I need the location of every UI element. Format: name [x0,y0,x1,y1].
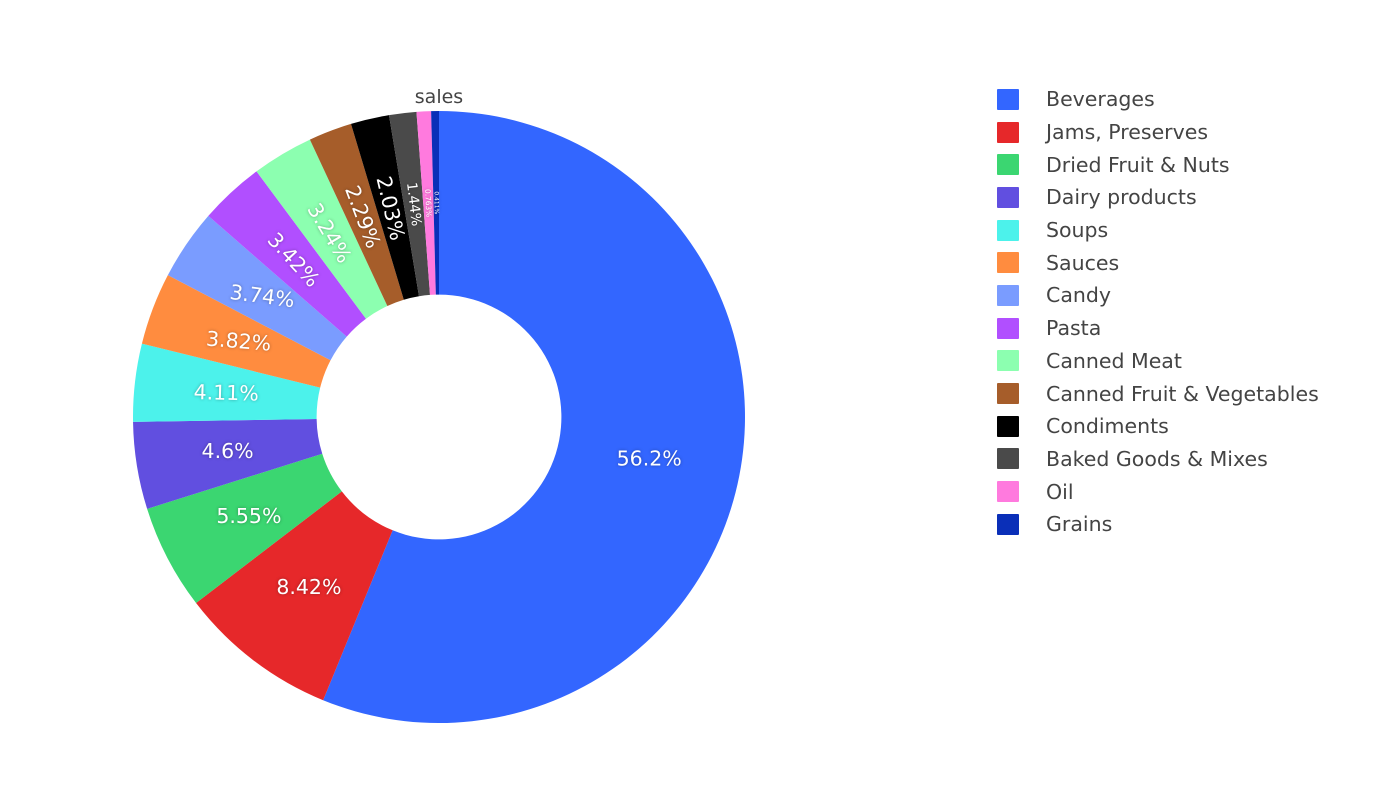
slice-label-sauces: 3.82% [205,327,272,356]
legend-item-oil[interactable]: Oil [997,475,1377,508]
legend: Beverages Jams, Preserves Dried Fruit & Nu… [997,83,1377,541]
slice-candy[interactable] [167,215,347,361]
legend-label: Pasta [1046,316,1102,341]
slice-label-dried-fruit-and-nuts: 5.55% [216,504,281,528]
legend-label: Grains [1046,512,1113,537]
legend-swatch [997,186,1019,208]
legend-swatch [997,121,1019,143]
slice-grains[interactable] [431,111,439,295]
legend-swatch [997,481,1019,503]
legend-swatch [997,252,1019,274]
legend-item-jams-preserves[interactable]: Jams, Preserves [997,116,1377,149]
legend-swatch [997,284,1019,306]
legend-label: Soups [1046,218,1109,243]
legend-item-beverages[interactable]: Beverages [997,83,1377,116]
legend-swatch [997,350,1019,372]
slice-pasta[interactable] [208,171,366,337]
legend-label: Beverages [1046,87,1155,112]
slice-jams-preserves[interactable] [196,491,393,701]
legend-label: Dairy products [1046,185,1197,210]
slice-sauces[interactable] [141,275,331,388]
slice-soups[interactable] [133,343,321,422]
legend-item-dried-fruit-and-nuts[interactable]: Dried Fruit & Nuts [997,148,1377,181]
legend-label: Oil [1046,479,1074,504]
legend-label: Candy [1046,283,1112,308]
legend-swatch [997,219,1019,241]
slice-canned-meat[interactable] [256,139,388,319]
legend-item-condiments[interactable]: Condiments [997,410,1377,443]
slice-label-dairy-products: 4.6% [202,439,254,463]
legend-swatch [997,415,1019,437]
slice-baked-goods-and-mixes[interactable] [388,111,430,297]
slice-label-beverages: 56.2% [617,446,682,470]
legend-item-canned-fruit-and-vegetables[interactable]: Canned Fruit & Vegetables [997,377,1377,410]
legend-label: Jams, Preserves [1046,120,1209,145]
legend-label: Dried Fruit & Nuts [1046,152,1230,177]
legend-item-pasta[interactable]: Pasta [997,312,1377,345]
legend-item-canned-meat[interactable]: Canned Meat [997,345,1377,378]
chart-title: sales [415,86,463,108]
slice-condiments[interactable] [351,115,419,300]
slices-group [133,111,745,723]
slice-label-oil: 0.763% [423,189,433,218]
slice-dried-fruit-and-nuts[interactable] [147,453,342,604]
legend-label: Canned Meat [1046,348,1182,373]
legend-swatch [997,383,1019,405]
slice-label-jams-preserves: 8.42% [276,575,341,599]
legend-item-grains[interactable]: Grains [997,508,1377,541]
legend-label: Baked Goods & Mixes [1046,446,1268,471]
slice-beverages[interactable] [323,111,745,723]
slice-oil[interactable] [416,111,436,295]
legend-swatch [997,154,1019,176]
legend-label: Canned Fruit & Vegetables [1046,381,1319,406]
legend-label: Condiments [1046,414,1169,439]
legend-item-candy[interactable]: Candy [997,279,1377,312]
legend-label: Sauces [1046,250,1120,275]
slice-label-soups: 4.11% [193,380,259,406]
slice-dairy-products[interactable] [133,418,323,509]
legend-swatch [997,513,1019,535]
legend-item-dairy-products[interactable]: Dairy products [997,181,1377,214]
slice-canned-fruit-and-vegetables[interactable] [309,123,404,307]
legend-swatch [997,88,1019,110]
legend-item-sauces[interactable]: Sauces [997,246,1377,279]
legend-item-baked-goods-and-mixes[interactable]: Baked Goods & Mixes [997,443,1377,476]
legend-swatch [997,448,1019,470]
slice-label-grains: 0.411% [433,191,440,214]
slice-label-baked-goods-and-mixes: 1.44% [403,181,424,227]
legend-swatch [997,317,1019,339]
legend-item-soups[interactable]: Soups [997,214,1377,247]
